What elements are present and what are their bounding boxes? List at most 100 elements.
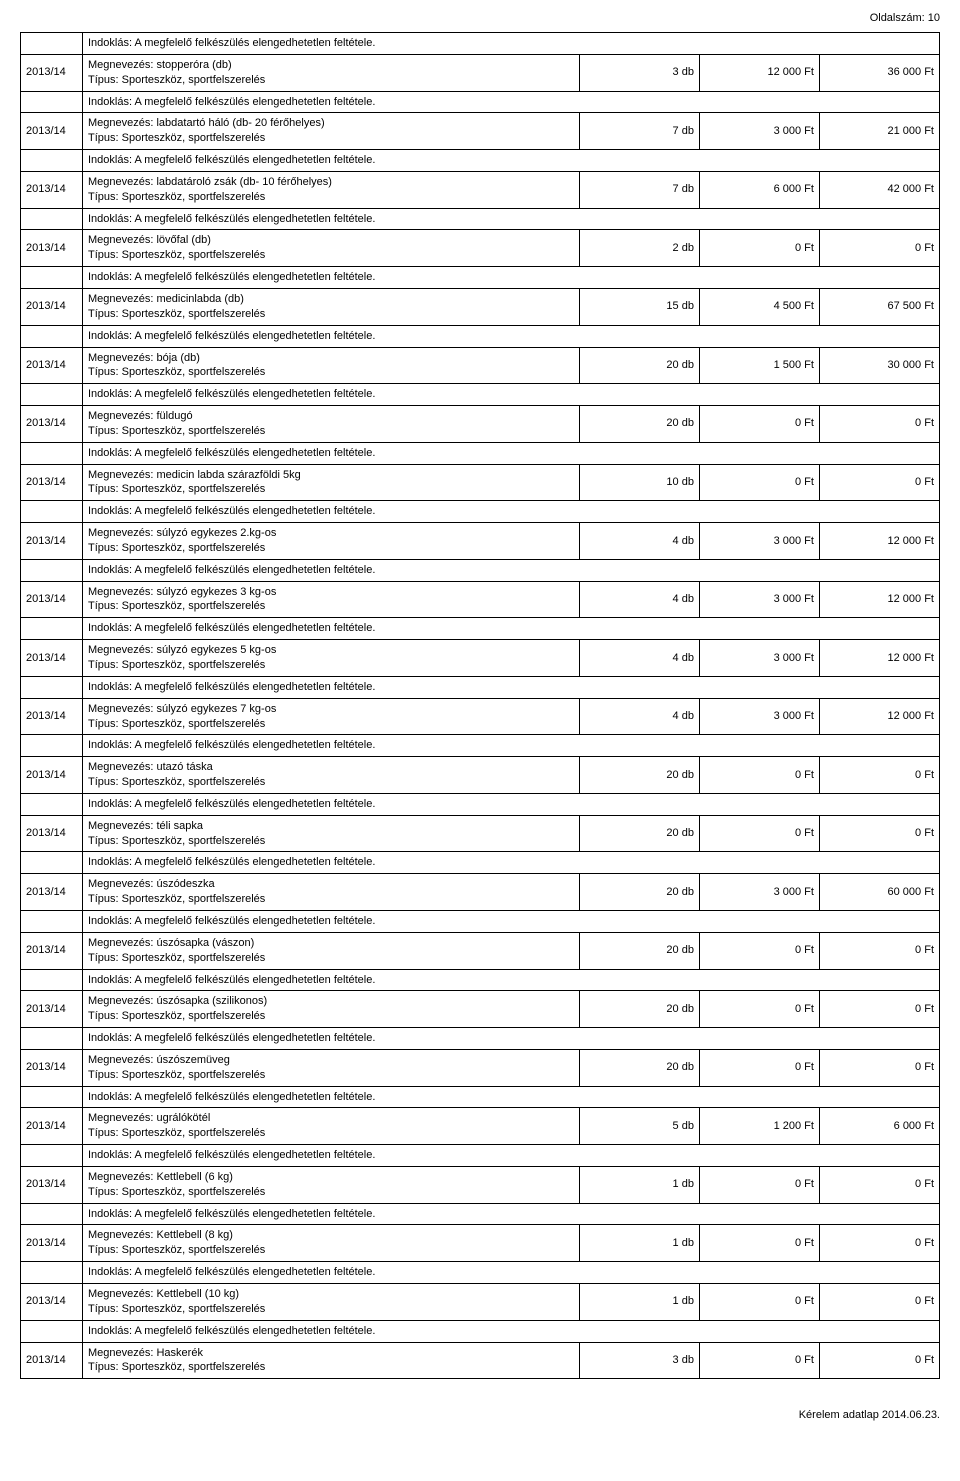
table-row: 2013/14Megnevezés: súlyzó egykezes 2.kg-… <box>21 523 940 560</box>
total-price-cell: 0 Ft <box>819 991 939 1028</box>
table-row: 2013/14Megnevezés: súlyzó egykezes 3 kg-… <box>21 581 940 618</box>
indoklas-row: Indoklás: A megfelelő felkészülés elenge… <box>21 150 940 172</box>
indoklas-row: Indoklás: A megfelelő felkészülés elenge… <box>21 735 940 757</box>
tipus-line: Típus: Sporteszköz, sportfelszerelés <box>88 717 574 732</box>
year-cell-empty <box>21 33 83 55</box>
unit-price-cell: 1 500 Ft <box>699 347 819 384</box>
table-row: 2013/14Megnevezés: úszószemüvegTípus: Sp… <box>21 1049 940 1086</box>
tipus-line: Típus: Sporteszköz, sportfelszerelés <box>88 1302 574 1317</box>
description-cell: Megnevezés: súlyzó egykezes 2.kg-osTípus… <box>83 523 580 560</box>
year-cell: 2013/14 <box>21 406 83 443</box>
tipus-line: Típus: Sporteszköz, sportfelszerelés <box>88 834 574 849</box>
description-cell: Megnevezés: téli sapkaTípus: Sporteszköz… <box>83 815 580 852</box>
total-price-cell: 12 000 Ft <box>819 581 939 618</box>
indoklas-row: Indoklás: A megfelelő felkészülés elenge… <box>21 501 940 523</box>
megnevezes-line: Megnevezés: súlyzó egykezes 7 kg-os <box>88 702 574 717</box>
tipus-line: Típus: Sporteszköz, sportfelszerelés <box>88 424 574 439</box>
quantity-cell: 1 db <box>579 1284 699 1321</box>
table-row: 2013/14Megnevezés: Kettlebell (6 kg)Típu… <box>21 1166 940 1203</box>
indoklas-row: Indoklás: A megfelelő felkészülés elenge… <box>21 442 940 464</box>
megnevezes-line: Megnevezés: Kettlebell (8 kg) <box>88 1228 574 1243</box>
tipus-line: Típus: Sporteszköz, sportfelszerelés <box>88 599 574 614</box>
table-row: 2013/14Megnevezés: bója (db)Típus: Sport… <box>21 347 940 384</box>
quantity-cell: 2 db <box>579 230 699 267</box>
year-cell: 2013/14 <box>21 230 83 267</box>
megnevezes-line: Megnevezés: labdatároló zsák (db- 10 fér… <box>88 175 574 190</box>
indoklas-text: Indoklás: A megfelelő felkészülés elenge… <box>83 150 940 172</box>
year-cell: 2013/14 <box>21 1225 83 1262</box>
year-cell: 2013/14 <box>21 1342 83 1379</box>
page-number: Oldalszám: 10 <box>20 12 940 24</box>
total-price-cell: 42 000 Ft <box>819 171 939 208</box>
quantity-cell: 4 db <box>579 698 699 735</box>
megnevezes-line: Megnevezés: Haskerék <box>88 1346 574 1361</box>
quantity-cell: 20 db <box>579 1049 699 1086</box>
megnevezes-line: Megnevezés: úszósapka (szilikonos) <box>88 994 574 1009</box>
total-price-cell: 36 000 Ft <box>819 54 939 91</box>
indoklas-text: Indoklás: A megfelelő felkészülés elenge… <box>83 267 940 289</box>
indoklas-text: Indoklás: A megfelelő felkészülés elenge… <box>83 1145 940 1167</box>
indoklas-row: Indoklás: A megfelelő felkészülés elenge… <box>21 208 940 230</box>
indoklas-text: Indoklás: A megfelelő felkészülés elenge… <box>83 325 940 347</box>
year-cell-empty <box>21 1320 83 1342</box>
year-cell: 2013/14 <box>21 1049 83 1086</box>
year-cell: 2013/14 <box>21 640 83 677</box>
unit-price-cell: 0 Ft <box>699 1342 819 1379</box>
quantity-cell: 1 db <box>579 1166 699 1203</box>
total-price-cell: 0 Ft <box>819 1049 939 1086</box>
indoklas-row: Indoklás: A megfelelő felkészülés elenge… <box>21 267 940 289</box>
table-row: 2013/14Megnevezés: medicinlabda (db)Típu… <box>21 288 940 325</box>
indoklas-text: Indoklás: A megfelelő felkészülés elenge… <box>83 618 940 640</box>
unit-price-cell: 0 Ft <box>699 1049 819 1086</box>
total-price-cell: 60 000 Ft <box>819 874 939 911</box>
indoklas-text: Indoklás: A megfelelő felkészülés elenge… <box>83 91 940 113</box>
description-cell: Megnevezés: Kettlebell (6 kg)Típus: Spor… <box>83 1166 580 1203</box>
indoklas-row: Indoklás: A megfelelő felkészülés elenge… <box>21 1262 940 1284</box>
tipus-line: Típus: Sporteszköz, sportfelszerelés <box>88 73 574 88</box>
indoklas-text: Indoklás: A megfelelő felkészülés elenge… <box>83 793 940 815</box>
indoklas-text: Indoklás: A megfelelő felkészülés elenge… <box>83 208 940 230</box>
table-row: 2013/14 Megnevezés: labdatartó háló (db- … <box>21 113 940 150</box>
year-cell: 2013/14 <box>21 991 83 1028</box>
table-row: 2013/14Megnevezés: téli sapkaTípus: Spor… <box>21 815 940 852</box>
table-row: 2013/14Megnevezés: ugrálókötélTípus: Spo… <box>21 1108 940 1145</box>
unit-price-cell: 0 Ft <box>699 464 819 501</box>
unit-price-cell: 3 000 Ft <box>699 581 819 618</box>
description-cell: Megnevezés: lövőfal (db)Típus: Sporteszk… <box>83 230 580 267</box>
table-row: 2013/14Megnevezés: úszósapka (vászon)Típ… <box>21 932 940 969</box>
quantity-cell: 20 db <box>579 874 699 911</box>
unit-price-cell: 3 000 Ft <box>699 640 819 677</box>
quantity-cell: 20 db <box>579 406 699 443</box>
megnevezes-line: Megnevezés: füldugó <box>88 409 574 424</box>
quantity-cell: 1 db <box>579 1225 699 1262</box>
tipus-line: Típus: Sporteszköz, sportfelszerelés <box>88 131 574 146</box>
unit-price-cell: 0 Ft <box>699 757 819 794</box>
indoklas-text: Indoklás: A megfelelő felkészülés elenge… <box>83 501 940 523</box>
indoklas-text: Indoklás: A megfelelő felkészülés elenge… <box>83 1086 940 1108</box>
total-price-cell: 0 Ft <box>819 406 939 443</box>
year-cell-empty <box>21 1262 83 1284</box>
unit-price-cell: 1 200 Ft <box>699 1108 819 1145</box>
year-cell: 2013/14 <box>21 113 83 150</box>
unit-price-cell: 0 Ft <box>699 815 819 852</box>
year-cell: 2013/14 <box>21 54 83 91</box>
indoklas-row: Indoklás: A megfelelő felkészülés elenge… <box>21 618 940 640</box>
total-price-cell: 0 Ft <box>819 815 939 852</box>
year-cell-empty <box>21 267 83 289</box>
megnevezes-line: Megnevezés: úszósapka (vászon) <box>88 936 574 951</box>
table-row: 2013/14 Megnevezés: füldugóTípus: Sportes… <box>21 406 940 443</box>
quantity-cell: 20 db <box>579 757 699 794</box>
year-cell-empty <box>21 325 83 347</box>
megnevezes-line: Megnevezés: medicinlabda (db) <box>88 292 574 307</box>
description-cell: Megnevezés: medicin labda szárazföldi 5k… <box>83 464 580 501</box>
unit-price-cell: 0 Ft <box>699 1225 819 1262</box>
year-cell-empty <box>21 208 83 230</box>
megnevezes-line: Megnevezés: stopperóra (db) <box>88 58 574 73</box>
indoklas-text: Indoklás: A megfelelő felkészülés elenge… <box>83 33 940 55</box>
table-row: 2013/14Megnevezés: súlyzó egykezes 7 kg-… <box>21 698 940 735</box>
indoklas-text: Indoklás: A megfelelő felkészülés elenge… <box>83 1262 940 1284</box>
quantity-cell: 7 db <box>579 113 699 150</box>
unit-price-cell: 3 000 Ft <box>699 523 819 560</box>
total-price-cell: 30 000 Ft <box>819 347 939 384</box>
megnevezes-line: Megnevezés: labdatartó háló (db- 20 férő… <box>88 116 574 131</box>
